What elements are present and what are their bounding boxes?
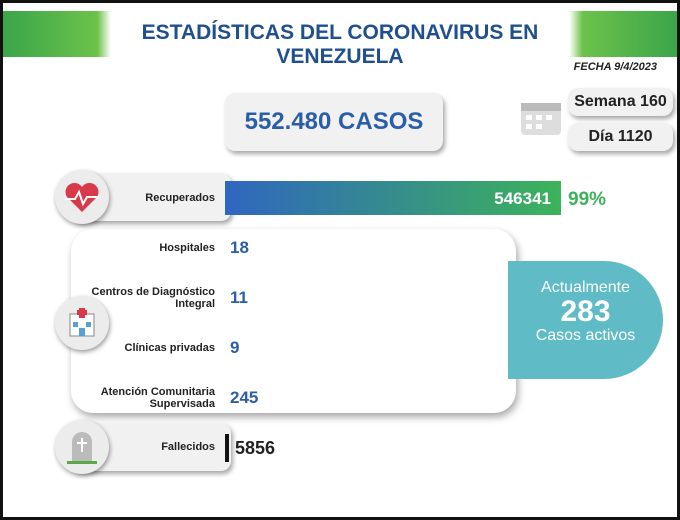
facility-value: 245 (230, 388, 259, 407)
deaths-bar (225, 434, 229, 462)
active-line2: Casos activos (535, 327, 636, 344)
active-cases: Actualmente 283 Casos activos (508, 261, 663, 379)
week: Semana 160 (568, 88, 673, 116)
active-line1: Actualmente (541, 279, 630, 296)
title: ESTADÍSTICAS DEL CORONAVIRUS EN VENEZUEL… (141, 21, 539, 68)
recovered-label: Recuperados (145, 192, 215, 204)
tomb-icon (55, 420, 109, 474)
total-cases: 552.480 CASOS (225, 93, 443, 151)
facility-label: Atención Comunitaria Supervisada (100, 386, 215, 410)
calendar-icon (521, 103, 561, 135)
date: FECHA 9/4/2023 (573, 61, 657, 73)
facility-value: 18 (230, 238, 249, 257)
recovered-percent: 99% (568, 189, 607, 210)
facility-label: Clínicas privadas (124, 342, 216, 354)
recovered-bar (225, 181, 561, 215)
header-band (3, 11, 677, 57)
hospital-icon (55, 296, 109, 350)
facility-value: 9 (230, 338, 240, 357)
deaths-label: Fallecidos (161, 441, 215, 453)
facility-label: Hospitales (159, 242, 215, 254)
recovered-value: 546341 (494, 189, 551, 208)
facility-value: 11 (230, 288, 248, 307)
facilities-card (71, 229, 516, 413)
deaths-value: 5856 (235, 438, 276, 458)
heart-icon (55, 170, 109, 224)
day: Día 1120 (568, 123, 673, 151)
facility-label: Centros de Diagnóstico Integral (91, 286, 215, 310)
active-value: 283 (560, 295, 611, 328)
